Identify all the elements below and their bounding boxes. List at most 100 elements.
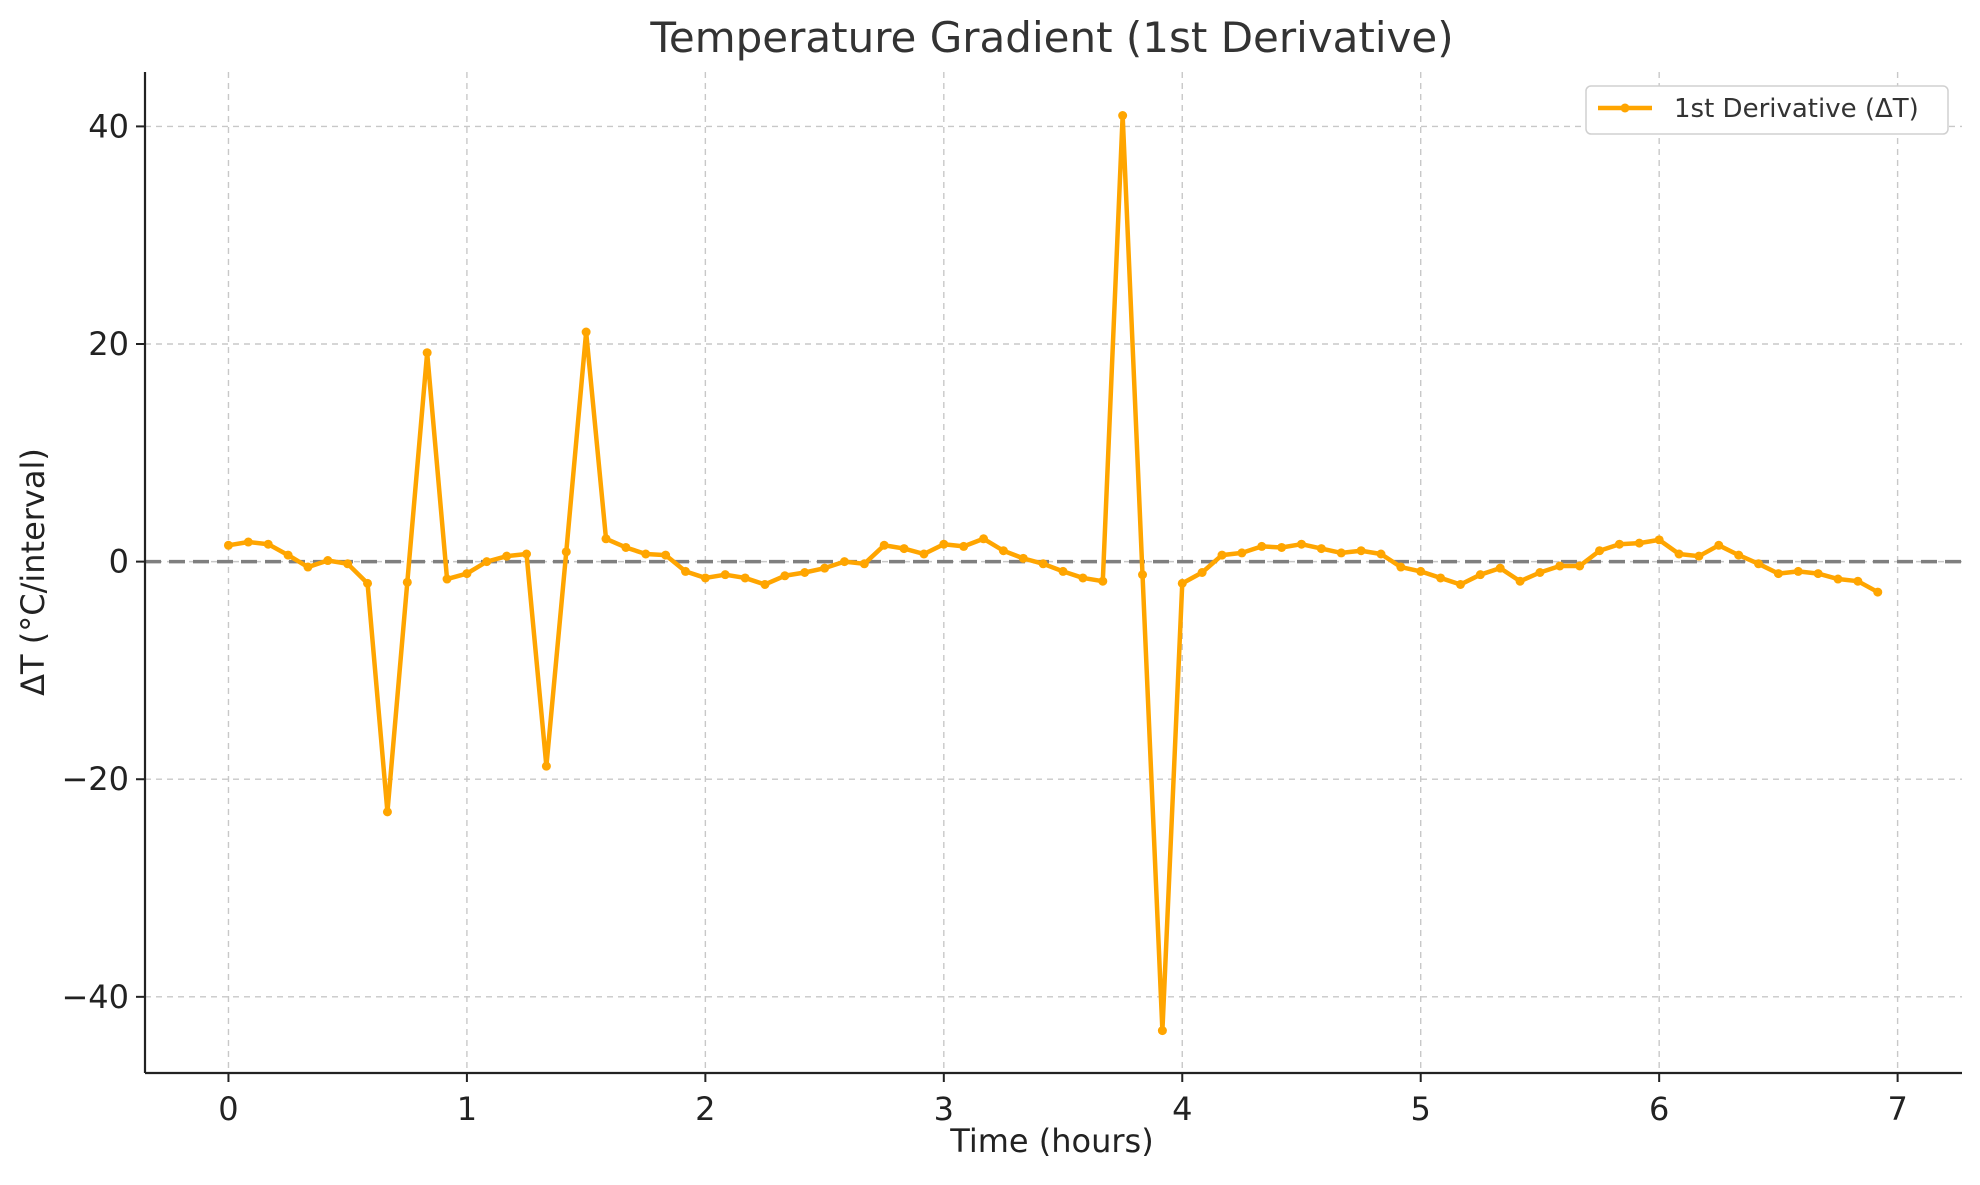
legend-box <box>1585 85 1949 135</box>
data-point <box>720 570 730 580</box>
y-tick-label: −20 <box>61 760 129 798</box>
data-point <box>621 542 631 552</box>
data-point <box>760 579 770 589</box>
data-point <box>879 540 889 550</box>
data-point <box>1734 550 1744 560</box>
ticks: 0 1 2 3 4 5 6 7 40 20 0 −20 −40 <box>61 107 1907 1128</box>
data-point <box>601 534 611 544</box>
data-point <box>1754 559 1764 569</box>
data-point <box>1078 573 1088 583</box>
data-point <box>820 563 830 573</box>
data-point <box>1217 550 1227 560</box>
data-point <box>561 547 571 557</box>
data-point <box>1356 546 1366 556</box>
y-tick-label: 40 <box>88 107 129 145</box>
chart-title: Temperature Gradient (1st Derivative) <box>649 13 1453 62</box>
data-point <box>780 571 790 581</box>
data-point <box>1614 539 1624 549</box>
x-axis-label: Time (hours) <box>949 1122 1153 1160</box>
data-point <box>1436 573 1446 583</box>
data-point <box>1575 561 1585 571</box>
data-point <box>1237 548 1247 558</box>
data-point <box>1396 562 1406 572</box>
data-point <box>1277 542 1287 552</box>
grid <box>145 72 1962 1073</box>
data-point <box>998 546 1008 556</box>
data-point <box>1853 576 1863 586</box>
x-tick-label: 1 <box>457 1090 477 1128</box>
x-tick-label: 0 <box>218 1090 238 1128</box>
x-tick-label: 4 <box>1172 1090 1192 1128</box>
data-point <box>283 550 293 560</box>
data-point <box>1257 541 1267 551</box>
data-point <box>1177 578 1187 588</box>
data-point <box>1316 544 1326 554</box>
data-point <box>939 539 949 549</box>
data-point <box>1475 570 1485 580</box>
data-point <box>442 574 452 584</box>
data-point <box>303 562 313 572</box>
data-point <box>1455 579 1465 589</box>
legend-entry-label: 1st Derivative (ΔT) <box>1674 94 1919 124</box>
data-point <box>1118 111 1128 121</box>
data-point <box>522 549 532 559</box>
data-point <box>680 566 690 576</box>
data-point <box>919 549 929 559</box>
data-point <box>1694 551 1704 561</box>
data-point <box>1634 538 1644 548</box>
x-tick-label: 7 <box>1887 1090 1907 1128</box>
data-point <box>1535 568 1545 577</box>
legend: 1st Derivative (ΔT) <box>1585 85 1949 135</box>
data-point <box>1336 548 1346 558</box>
data-point <box>263 539 273 549</box>
y-tick-label: −40 <box>61 978 129 1016</box>
data-point <box>899 544 909 554</box>
data-point <box>859 559 869 569</box>
data-point <box>1773 569 1783 579</box>
data-point <box>800 568 810 577</box>
data-point <box>839 557 849 567</box>
data-point <box>700 573 710 583</box>
data-point <box>323 556 333 566</box>
data-point <box>402 577 412 587</box>
x-tick-label: 2 <box>695 1090 715 1128</box>
data-point <box>1793 566 1803 576</box>
axes <box>143 72 1962 1075</box>
data-point <box>482 557 492 567</box>
y-tick-label: 0 <box>109 543 129 581</box>
data-point <box>1833 574 1843 584</box>
series <box>223 111 1883 1036</box>
x-tick-label: 6 <box>1649 1090 1669 1128</box>
data-point <box>1157 1026 1167 1036</box>
data-point <box>223 540 233 550</box>
legend-marker-swatch <box>1620 103 1630 113</box>
data-point <box>243 537 253 547</box>
data-point <box>581 327 591 337</box>
data-point <box>1674 549 1684 559</box>
data-point <box>1515 576 1525 586</box>
data-point <box>1654 535 1664 545</box>
data-point <box>1555 561 1565 571</box>
x-tick-label: 5 <box>1411 1090 1431 1128</box>
data-point <box>1376 549 1386 559</box>
series-line <box>226 113 1881 1033</box>
data-point <box>1038 559 1048 569</box>
data-point <box>541 761 551 771</box>
data-point <box>641 549 651 559</box>
data-point <box>979 534 989 544</box>
data-point <box>1138 570 1148 580</box>
data-point <box>422 348 432 358</box>
data-point <box>1296 539 1306 549</box>
data-point <box>1058 566 1068 576</box>
data-point <box>1595 546 1605 556</box>
data-point <box>1495 563 1505 573</box>
data-point <box>740 573 750 583</box>
data-point <box>382 807 392 817</box>
data-point <box>1098 576 1108 586</box>
data-point <box>661 550 671 560</box>
data-point <box>959 541 969 551</box>
data-point <box>462 569 472 579</box>
data-point <box>1197 568 1207 577</box>
x-tick-label: 3 <box>934 1090 954 1128</box>
